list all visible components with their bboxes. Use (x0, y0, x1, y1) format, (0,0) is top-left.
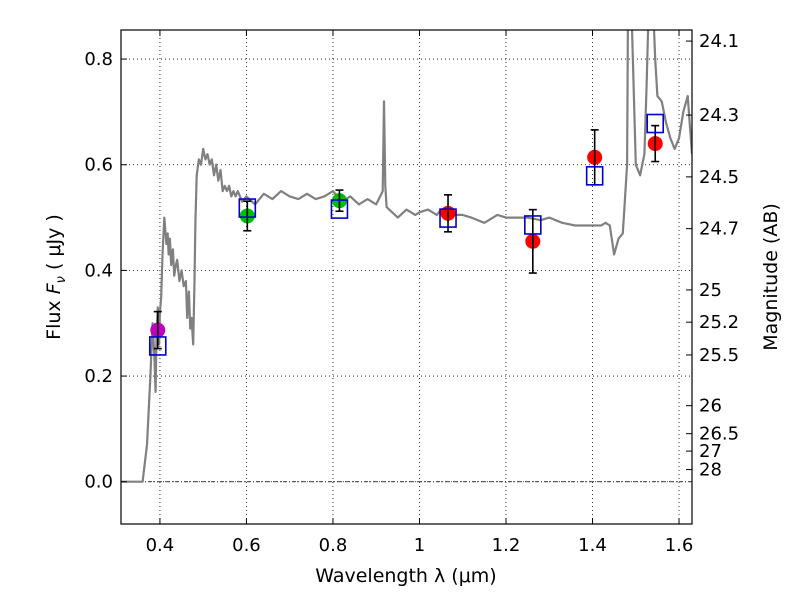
y2-axis-label: Magnitude (AB) (760, 203, 782, 351)
x-ticks: 0.4 0.6 0.8 1 1.2 1.4 1.6 (146, 30, 694, 556)
y-tick-label: 0.2 (84, 366, 113, 387)
y2-tick-label: 24.5 (699, 167, 739, 188)
y-ticks: 0.0 0.2 0.4 0.6 0.8 (84, 49, 127, 493)
model-squares (148, 113, 665, 356)
y-axis-label-suffix: ( μJy ) (43, 214, 65, 276)
y-axis-label-prefix: Flux (43, 294, 65, 340)
x-tick-label: 1 (414, 535, 425, 556)
y2-tick-label: 25 (699, 280, 722, 301)
x-tick-label: 0.8 (319, 535, 348, 556)
x-tick-label: 1.6 (665, 535, 694, 556)
y2-tick-label: 28 (699, 460, 722, 481)
plot-frame (120, 29, 693, 525)
y2-tick-label: 24.3 (699, 105, 739, 126)
model-square (330, 199, 349, 219)
x-axis-label: Wavelength λ (μm) (315, 565, 496, 587)
y2-tick-label: 25.5 (699, 345, 739, 366)
y-axis-label-sub: ν (54, 276, 69, 283)
x-tick-label: 0.4 (146, 535, 175, 556)
y2-tick-label: 27 (699, 441, 722, 462)
y-tick-label: 0.8 (84, 49, 113, 70)
model-square (646, 113, 665, 134)
y2-tick-label: 24.1 (699, 31, 739, 52)
y-tick-label: 0.0 (84, 472, 113, 493)
model-square (439, 208, 457, 228)
model-square (238, 198, 257, 218)
x-tick-label: 1.2 (492, 535, 521, 556)
y-axis-label: Flux Fν ( μJy ) (43, 214, 69, 340)
model-sed-line (121, 30, 692, 483)
model-square (585, 166, 604, 186)
error-bars (153, 124, 660, 350)
y2-tick-label: 25.2 (699, 312, 739, 333)
x-tick-label: 0.6 (232, 535, 261, 556)
plot-area (121, 30, 692, 524)
y-axis-label-symbol: F (43, 282, 65, 294)
y-tick-label: 0.4 (84, 260, 113, 281)
sed-curve (121, 30, 692, 483)
y2-tick-label: 24.7 (699, 219, 739, 240)
model-square (148, 336, 167, 356)
y2-tick-label: 26.5 (699, 424, 739, 445)
model-square (524, 215, 542, 235)
y-tick-label: 0.6 (84, 155, 113, 176)
x-tick-label: 1.4 (578, 535, 607, 556)
y2-tick-label: 26 (699, 396, 722, 417)
